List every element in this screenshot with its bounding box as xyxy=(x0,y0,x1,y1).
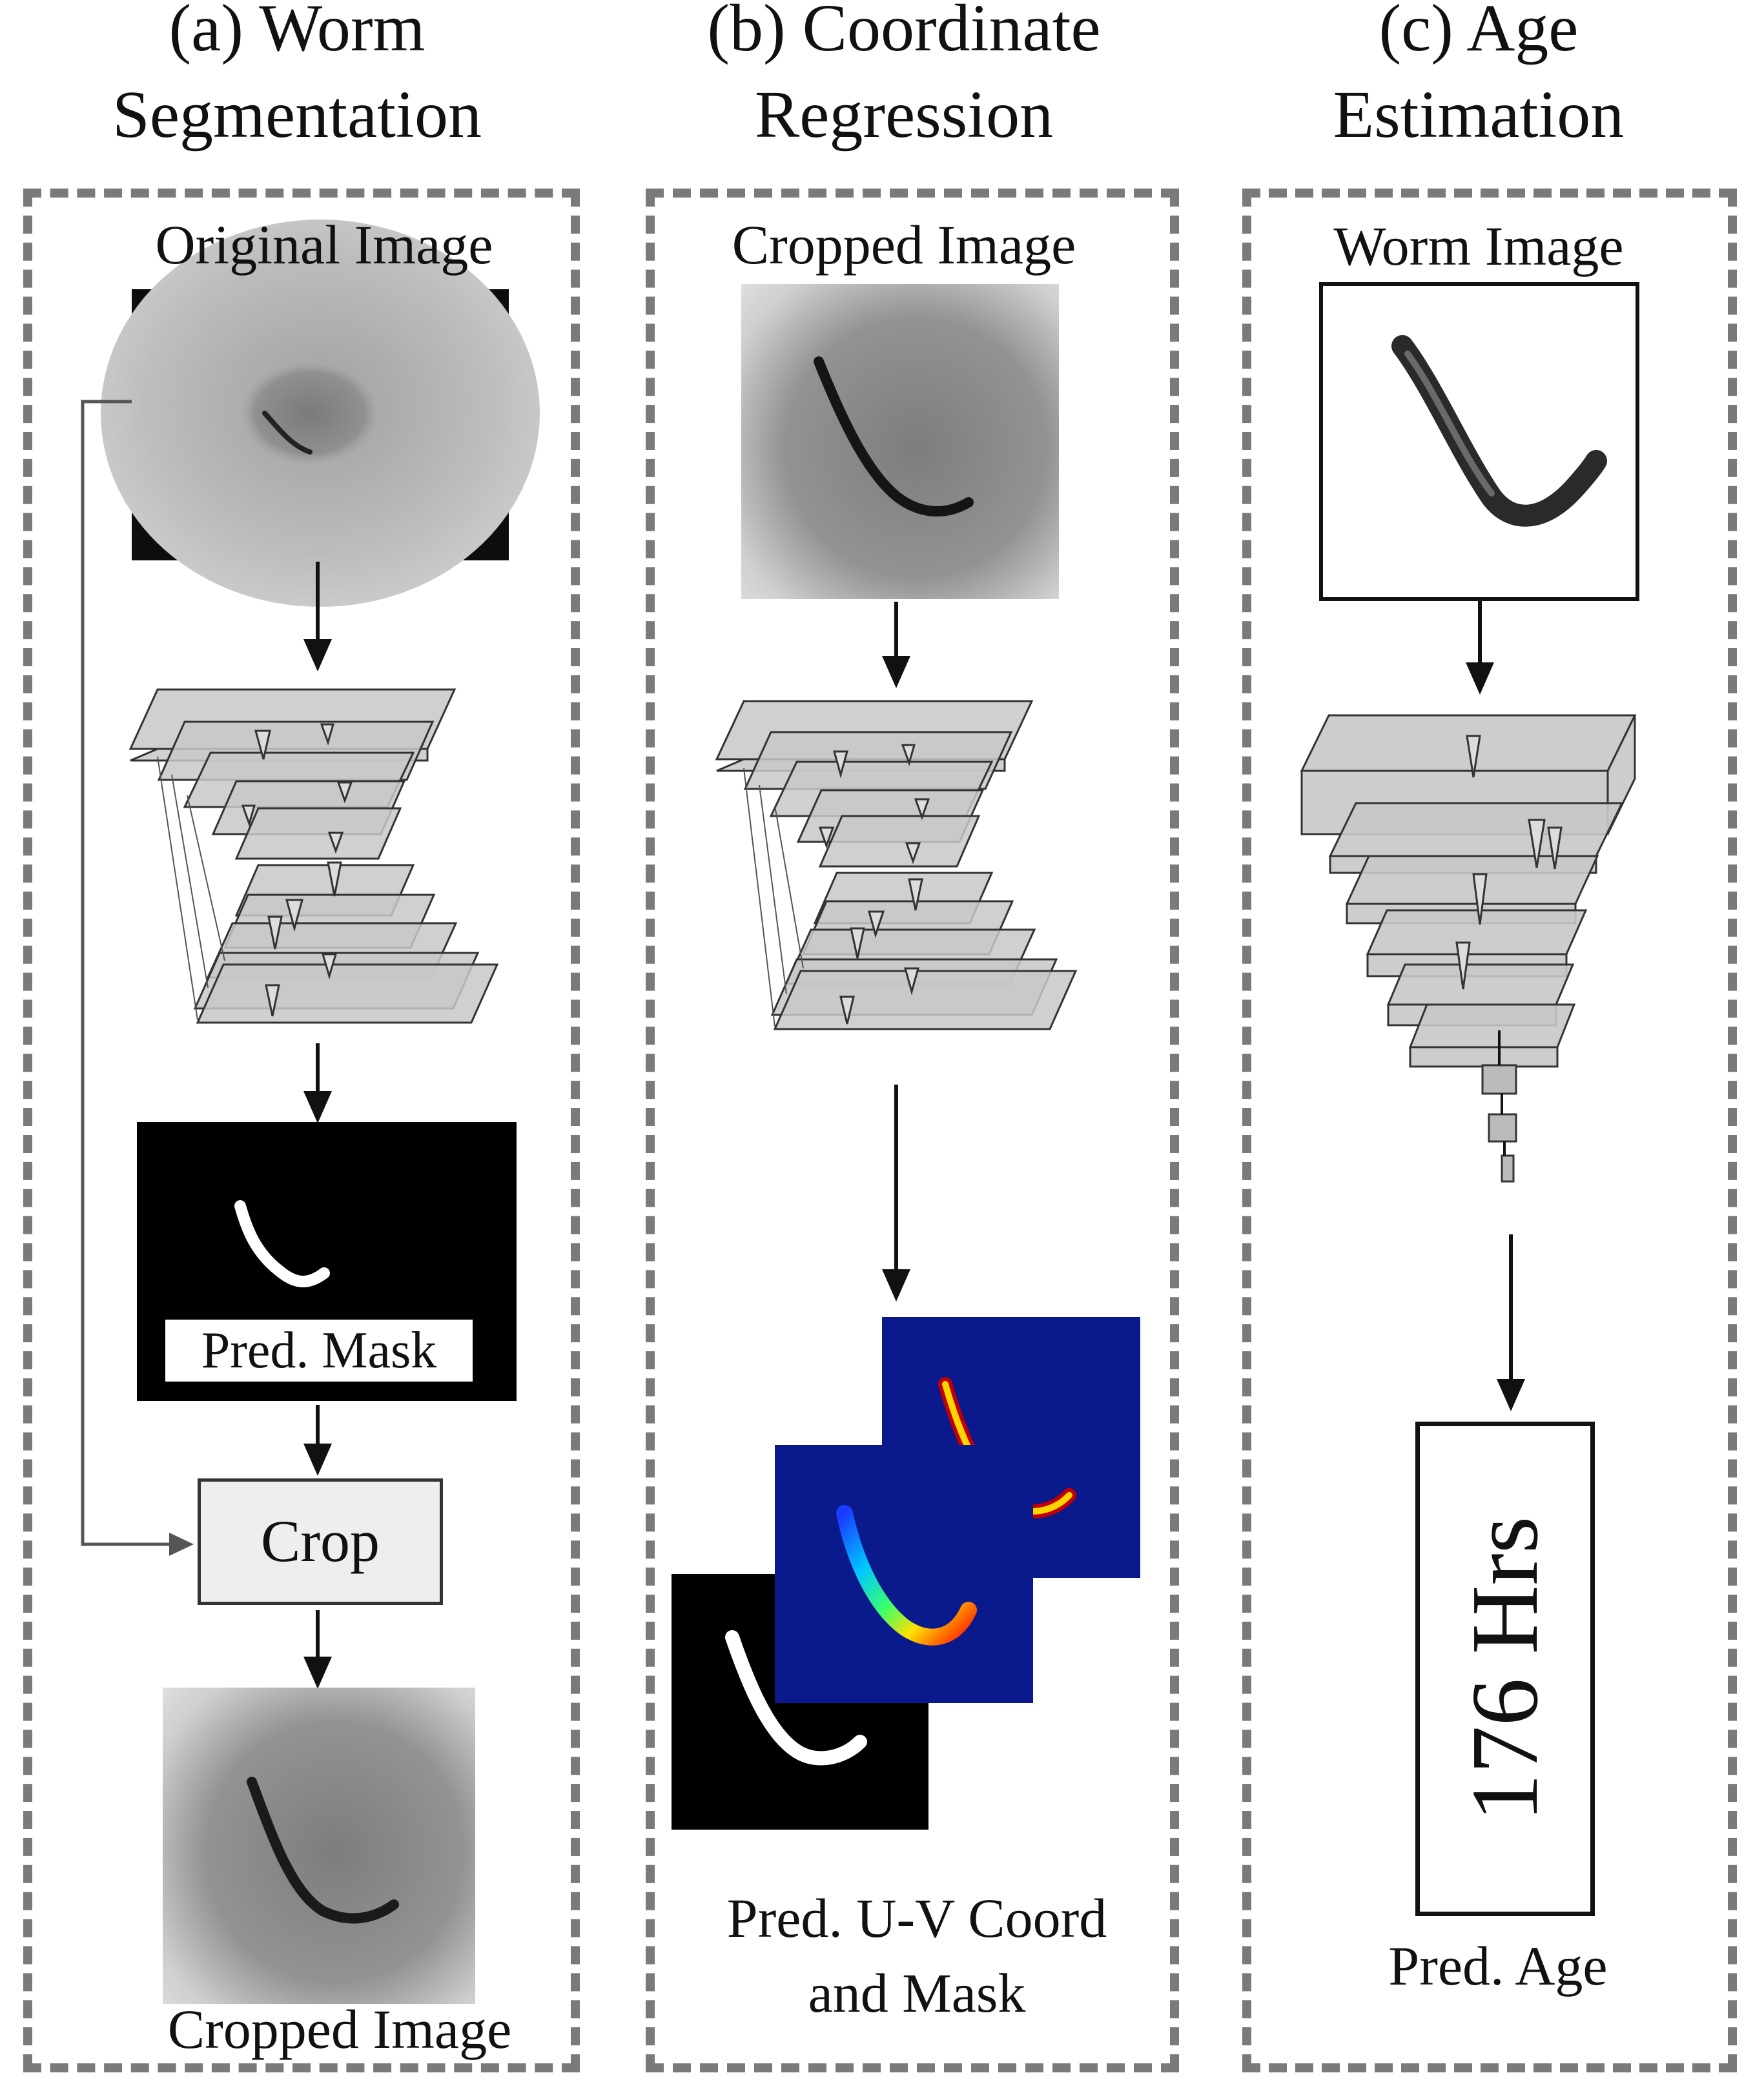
crop-feedback-arrowhead xyxy=(169,1533,194,1556)
worm-image-label: Worm Image xyxy=(1333,215,1624,277)
panel-c-title-line2: Estimation xyxy=(1333,77,1625,152)
arrow-a1-head xyxy=(303,639,332,671)
arrow-b2-head xyxy=(882,1269,910,1302)
panel-a-cropped-image xyxy=(163,1688,475,2004)
uv-coord-label-line1: Pred. U-V Coord xyxy=(726,1887,1107,1949)
panel-b-title-line2: Regression xyxy=(754,77,1054,152)
arrow-c1-head xyxy=(1466,662,1494,695)
crop-step-box: Crop xyxy=(198,1478,443,1605)
panel-b-cropped-image-label: Cropped Image xyxy=(732,214,1076,276)
panel-b-frame xyxy=(646,189,1179,2072)
panel-b-regression-network xyxy=(715,700,1078,1030)
panel-a-cropped-image-label: Cropped Image xyxy=(167,1998,512,2060)
panel-c-age-network xyxy=(1300,714,1637,1183)
panel-b-title-line1: (b) Coordinate xyxy=(707,0,1101,65)
predicted-age-value: 176 Hrs xyxy=(1452,1516,1558,1822)
crop-feedback-line xyxy=(81,400,187,1546)
arrow-a4-head xyxy=(303,1657,332,1689)
arrow-b1-head xyxy=(882,656,910,688)
arrow-a3-head xyxy=(303,1444,332,1476)
panel-a-segmentation-network xyxy=(128,688,499,1024)
panel-a-title-line1: (a) Worm xyxy=(169,0,426,65)
panel-a-frame xyxy=(23,189,580,2072)
original-image-label: Original Image xyxy=(155,214,493,276)
panel-b-uv-u-map xyxy=(775,1445,1033,1703)
predicted-age-box: 176 Hrs xyxy=(1415,1422,1595,1916)
pred-age-label: Pred. Age xyxy=(1388,1935,1608,1997)
pred-mask-label: Pred. Mask xyxy=(165,1320,473,1382)
panel-a-title-line2: Segmentation xyxy=(112,77,482,152)
panel-a-original-image xyxy=(101,220,540,607)
panel-c-title-line1: (c) Age xyxy=(1379,0,1579,65)
panel-b-cropped-image xyxy=(741,284,1059,599)
panel-c-worm-image xyxy=(1319,282,1639,601)
panel-c-frame xyxy=(1242,189,1737,2072)
uv-coord-label-line2: and Mask xyxy=(808,1962,1026,2024)
arrow-c2-head xyxy=(1497,1379,1525,1411)
arrow-a2-head xyxy=(303,1091,332,1123)
